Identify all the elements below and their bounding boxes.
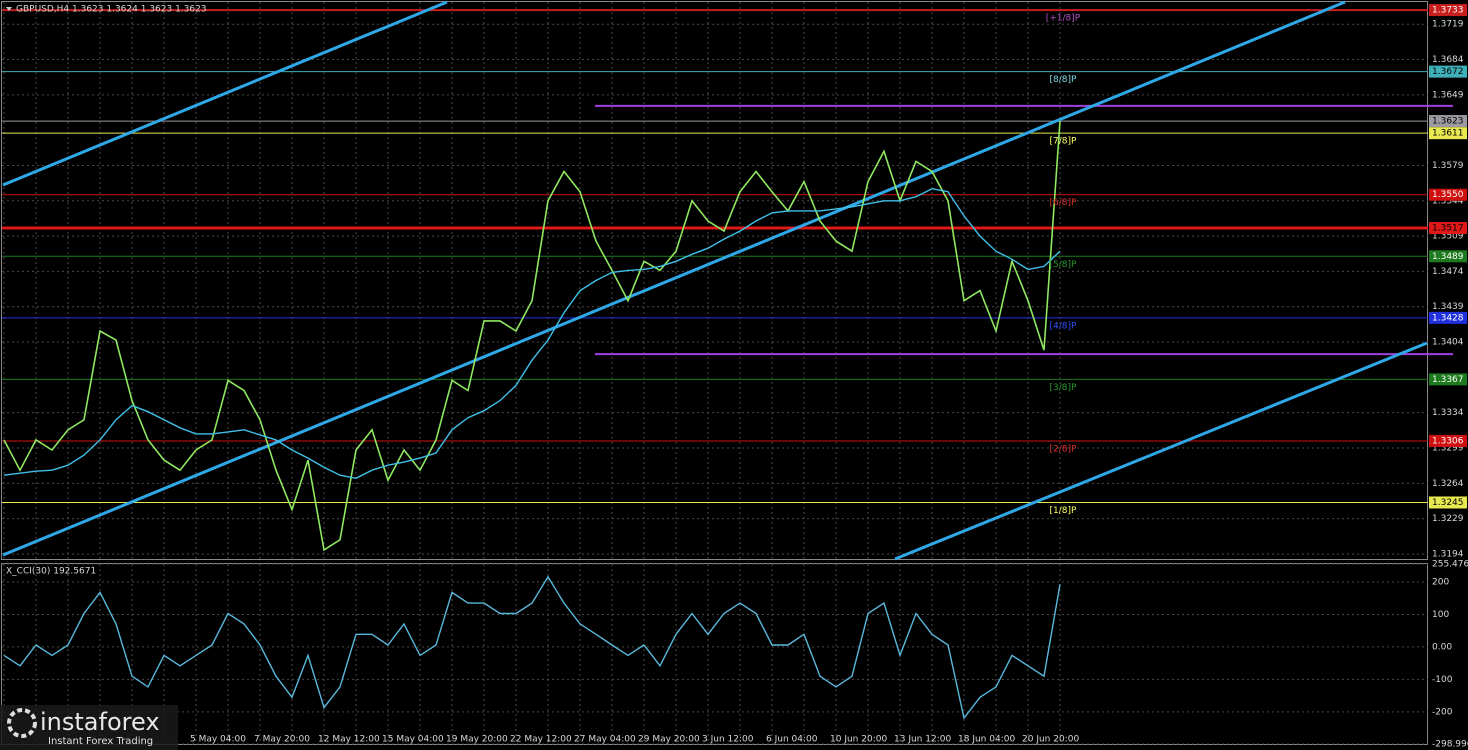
level-label: 1.3306 bbox=[1432, 436, 1464, 446]
x-tick-label: 7 May 20:00 bbox=[254, 735, 310, 745]
y-tick-label: 0.00 bbox=[1432, 642, 1452, 652]
x-tick-label: 13 Jun 12:00 bbox=[894, 735, 951, 745]
level-label: 1.3550 bbox=[1432, 190, 1464, 200]
level-tag: [1/8]P bbox=[1050, 506, 1078, 516]
menu-arrow bbox=[6, 7, 12, 11]
level-label-box bbox=[1429, 127, 1467, 140]
cci-line bbox=[3, 575, 1061, 720]
y-tick-label: 1.3299 bbox=[1432, 444, 1464, 454]
watermark: instaforex Instant Forex Trading bbox=[0, 705, 178, 750]
level-label: 1.3672 bbox=[1432, 67, 1464, 77]
y-tick-label: 1.3579 bbox=[1432, 161, 1464, 171]
level-label: 1.3367 bbox=[1432, 375, 1464, 385]
channel-middle bbox=[2, 0, 1346, 557]
x-tick-label: 15 May 04:00 bbox=[382, 735, 444, 745]
channel-bottom bbox=[894, 341, 1428, 561]
y-tick-label: 1.3544 bbox=[1432, 196, 1464, 206]
channel bbox=[2, 0, 1428, 561]
y-tick-label: 1.3229 bbox=[1432, 514, 1464, 524]
x-tick-label: 20 Jun 20:00 bbox=[1022, 735, 1079, 745]
x-tick-label: 29 May 20:00 bbox=[638, 735, 700, 745]
channel-top bbox=[2, 0, 448, 187]
y-tick-label: 255.4768 bbox=[1432, 560, 1468, 570]
level-label: 1.3623 bbox=[1432, 117, 1464, 127]
level-tag: [7/8]P bbox=[1050, 137, 1078, 147]
level-label-box bbox=[1429, 222, 1467, 235]
cci-title: X_CCI(30) 192.5671 bbox=[6, 567, 96, 577]
y-tick-label: 100 bbox=[1432, 610, 1449, 620]
level-label-box bbox=[1429, 496, 1467, 509]
watermark-name: instaforex bbox=[40, 708, 160, 736]
y-tick-label: -298.996 bbox=[1432, 740, 1468, 750]
grid bbox=[2, 2, 1428, 745]
y-tick-label: -100 bbox=[1432, 675, 1453, 685]
y-tick-label: 1.3649 bbox=[1432, 90, 1464, 100]
level-label-box bbox=[1429, 115, 1467, 128]
watermark-logo bbox=[7, 708, 37, 738]
y-tick-label: 1.3684 bbox=[1432, 55, 1464, 65]
x-tick-label: 22 May 12:00 bbox=[510, 735, 572, 745]
x-tick-label: 27 May 04:00 bbox=[574, 735, 636, 745]
marks bbox=[3, 121, 1061, 720]
x-tick-label: 18 Jun 04:00 bbox=[958, 735, 1015, 745]
x-tick-label: 12 May 12:00 bbox=[318, 735, 380, 745]
y-tick-label: 1.3474 bbox=[1432, 267, 1464, 277]
y-tick-label: 1.3719 bbox=[1432, 20, 1464, 30]
y-tick-label: 1.3334 bbox=[1432, 408, 1464, 418]
watermark-box bbox=[0, 705, 178, 750]
y-tick-label: -200 bbox=[1432, 707, 1453, 717]
y-tick-label: 200 bbox=[1432, 578, 1449, 588]
moving-average bbox=[3, 187, 1061, 480]
y-tick-label: 1.3509 bbox=[1432, 232, 1464, 242]
level-label: 1.3489 bbox=[1432, 252, 1464, 262]
x-tick-label: 5 May 04:00 bbox=[190, 735, 246, 745]
level-label: 1.3611 bbox=[1432, 129, 1464, 139]
level-tag: [6/8]P bbox=[1050, 198, 1078, 208]
levels bbox=[2, 9, 1453, 503]
cci-frame bbox=[1, 563, 1428, 745]
watermark-slogan: Instant Forex Trading bbox=[48, 736, 153, 747]
level-label: 1.3733 bbox=[1432, 6, 1464, 16]
y-tick-label: 1.3264 bbox=[1432, 479, 1464, 489]
x-tick-label: 3 Jun 12:00 bbox=[702, 735, 754, 745]
y-tick-label: 1.3194 bbox=[1432, 549, 1464, 559]
level-tag: [8/8]P bbox=[1050, 75, 1078, 85]
x-tick-label: 10 Jun 20:00 bbox=[830, 735, 887, 745]
price-line bbox=[3, 121, 1061, 552]
level-label-box bbox=[1429, 434, 1467, 447]
level-tag: [+1/8]P bbox=[1046, 14, 1081, 24]
level-label-box bbox=[1429, 250, 1467, 263]
level-tag: [2/8]P bbox=[1050, 444, 1078, 454]
level-label-box bbox=[1429, 373, 1467, 386]
level-label: 1.3245 bbox=[1432, 498, 1464, 508]
level-label-box bbox=[1429, 65, 1467, 78]
level-label: 1.3517 bbox=[1432, 224, 1464, 234]
level-label: 1.3428 bbox=[1432, 313, 1464, 323]
level-tag: [5/8]P bbox=[1050, 260, 1078, 270]
level-label-box bbox=[1429, 4, 1467, 17]
level-label-box bbox=[1429, 311, 1467, 324]
y-tick-label: 1.3439 bbox=[1432, 302, 1464, 312]
level-tag: [4/8]P bbox=[1050, 321, 1078, 331]
chart-title: GBPUSD,H4 1.3623 1.3624 1.3623 1.3623 bbox=[16, 5, 207, 15]
x-tick-label: 6 Jun 04:00 bbox=[766, 735, 818, 745]
y-tick-label: 1.3404 bbox=[1432, 338, 1464, 348]
level-tag: [3/8]P bbox=[1050, 383, 1078, 393]
x-tick-label: 19 May 20:00 bbox=[446, 735, 508, 745]
level-label-box bbox=[1429, 188, 1467, 201]
main-frame bbox=[1, 1, 1428, 560]
